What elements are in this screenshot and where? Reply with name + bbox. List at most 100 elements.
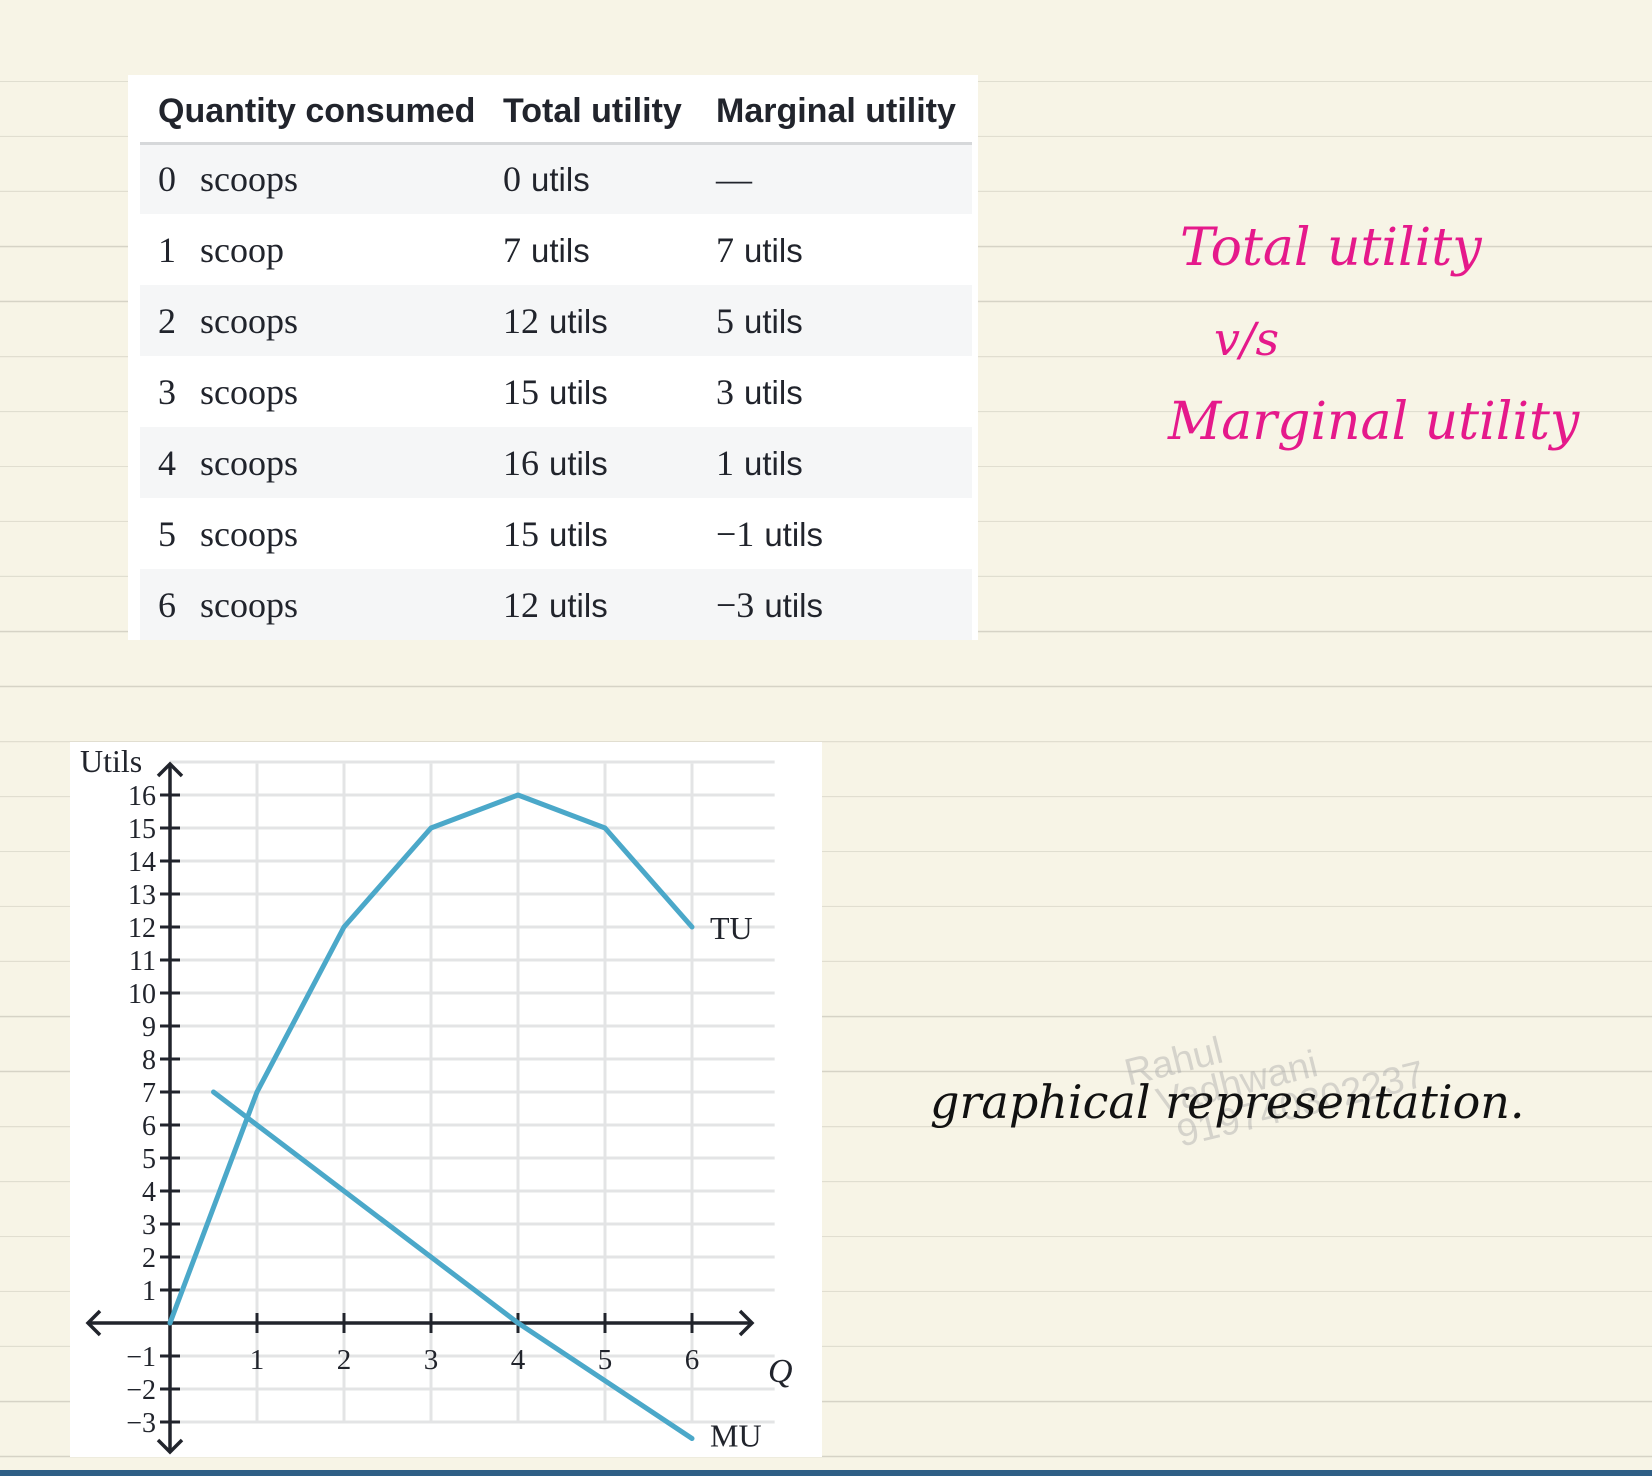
- total-utility-unit: utils: [549, 373, 608, 411]
- cell-marginal-utility: 3 utils: [698, 356, 972, 427]
- header-total-utility: Total utility: [485, 75, 698, 145]
- y-axis-arrow-up: [156, 761, 184, 778]
- quantity-number: 4: [158, 442, 176, 483]
- quantity-unit: scoops: [200, 513, 298, 554]
- total-utility-value: 12: [503, 300, 539, 341]
- table-row: 3 scoops 15 utils 3 utils: [140, 356, 972, 427]
- x-axis-arrow-right: [738, 1309, 755, 1337]
- marginal-utility-value: 3: [716, 371, 734, 412]
- quantity-unit: scoop: [200, 229, 284, 270]
- note-marginal-utility: Marginal utility: [1168, 392, 1580, 452]
- y-tick-label: 12: [128, 913, 156, 944]
- table-row: 2 scoops 12 utils 5 utils: [140, 285, 972, 356]
- total-utility-value: 7: [503, 229, 521, 270]
- marginal-utility-value: −3: [716, 584, 755, 625]
- utility-table: Quantity consumed Total utility Marginal…: [140, 75, 972, 640]
- table-row: 0 scoops 0 utils —: [140, 143, 972, 214]
- total-utility-value: 15: [503, 513, 539, 554]
- marginal-utility-value: −1: [716, 513, 755, 554]
- marginal-utility-value: 7: [716, 229, 734, 270]
- cell-total-utility: 16 utils: [485, 427, 698, 498]
- cell-total-utility: 12 utils: [485, 285, 698, 356]
- x-tick-label: 4: [511, 1344, 526, 1376]
- cell-quantity: 0 scoops: [140, 143, 485, 214]
- quantity-number: 2: [158, 300, 176, 341]
- utility-table-card: Quantity consumed Total utility Marginal…: [128, 75, 978, 640]
- cell-marginal-utility: —: [698, 143, 972, 214]
- cell-total-utility: 15 utils: [485, 498, 698, 569]
- y-tick-label: −1: [126, 1342, 156, 1373]
- y-tick-label: 14: [128, 847, 156, 878]
- quantity-unit: scoops: [200, 159, 298, 200]
- total-utility-unit: utils: [549, 515, 608, 553]
- quantity-unit: scoops: [200, 584, 298, 625]
- table-row: 1 scoop 7 utils 7 utils: [140, 214, 972, 285]
- cell-marginal-utility: 1 utils: [698, 427, 972, 498]
- x-axis-arrow-left: [85, 1309, 102, 1337]
- table-row: 4 scoops 16 utils 1 utils: [140, 427, 972, 498]
- y-tick-label: 11: [129, 946, 156, 977]
- note-total-utility: Total utility: [1180, 218, 1482, 278]
- cell-total-utility: 15 utils: [485, 356, 698, 427]
- y-tick-label: 10: [128, 979, 156, 1010]
- marginal-utility-unit: utils: [744, 302, 803, 340]
- quantity-number: 0: [158, 159, 176, 200]
- marginal-utility-value: —: [716, 159, 752, 200]
- marginal-utility-unit: utils: [764, 586, 824, 624]
- total-utility-value: 15: [503, 371, 539, 412]
- table-row: 6 scoops 12 utils −3 utils: [140, 569, 972, 640]
- y-axis-label: Utils: [80, 743, 142, 779]
- y-tick-label: 1: [142, 1276, 156, 1307]
- marginal-utility-unit: utils: [764, 515, 824, 553]
- table-body: 0 scoops 0 utils — 1 scoop 7 utils 7 utils 2 sco…: [140, 143, 972, 640]
- cell-total-utility: 0 utils: [485, 143, 698, 214]
- total-utility-unit: utils: [549, 302, 608, 340]
- total-utility-unit: utils: [549, 586, 608, 624]
- y-axis-arrow-down: [156, 1438, 184, 1455]
- total-utility-value: 16: [503, 442, 539, 483]
- cell-quantity: 1 scoop: [140, 214, 485, 285]
- quantity-number: 1: [158, 229, 176, 270]
- y-tick-label: 8: [142, 1045, 156, 1076]
- x-tick-label: 6: [685, 1344, 700, 1376]
- cell-quantity: 5 scoops: [140, 498, 485, 569]
- table-header-row: Quantity consumed Total utility Marginal…: [140, 75, 972, 145]
- total-utility-unit: utils: [531, 231, 590, 269]
- cell-marginal-utility: 5 utils: [698, 285, 972, 356]
- y-tick-label: 16: [128, 781, 156, 812]
- watermark: Rahul Vadhwani 919740302237: [1121, 987, 1430, 1162]
- quantity-unit: scoops: [200, 371, 298, 412]
- marginal-utility-value: 5: [716, 300, 734, 341]
- total-utility-value: 12: [503, 584, 539, 625]
- cell-marginal-utility: 7 utils: [698, 214, 972, 285]
- note-vs: v/s: [1214, 312, 1280, 366]
- marginal-utility-value: 1: [716, 442, 734, 483]
- quantity-unit: scoops: [200, 300, 298, 341]
- y-tick-label: 2: [142, 1243, 156, 1274]
- cell-total-utility: 7 utils: [485, 214, 698, 285]
- total-utility-unit: utils: [549, 444, 608, 482]
- x-tick-label: 2: [337, 1344, 352, 1376]
- y-tick-label: 4: [142, 1177, 156, 1208]
- note-graphical-representation: graphical representation.: [930, 1075, 1525, 1129]
- y-tick-label: −3: [126, 1408, 156, 1439]
- x-axis-label: Q: [768, 1353, 793, 1390]
- y-tick-label: 15: [128, 814, 156, 845]
- total-utility-unit: utils: [531, 161, 590, 199]
- series-mu-label: MU: [710, 1418, 762, 1454]
- y-tick-label: −2: [126, 1375, 156, 1406]
- marginal-utility-unit: utils: [744, 444, 803, 482]
- y-tick-label: 9: [142, 1012, 156, 1043]
- header-quantity-consumed: Quantity consumed: [140, 75, 485, 145]
- marginal-utility-unit: utils: [744, 231, 803, 269]
- cell-total-utility: 12 utils: [485, 569, 698, 640]
- cell-marginal-utility: −1 utils: [698, 498, 972, 569]
- total-utility-value: 0: [503, 159, 521, 200]
- utility-chart: 1 2 3 4 5 6−3−2−112345678910111213141516Utils…: [80, 743, 793, 1455]
- table-row: 5 scoops 15 utils −1 utils: [140, 498, 972, 569]
- y-tick-label: 6: [142, 1111, 156, 1142]
- y-tick-label: 7: [142, 1078, 156, 1109]
- quantity-number: 3: [158, 371, 176, 412]
- utility-chart-card: 1 2 3 4 5 6 −3 −2 −1 1 2 3 4 5 6 7 8 9 10 11 12 13 14 15 16 Utils…: [70, 742, 822, 1457]
- x-tick-label: 3: [424, 1344, 439, 1376]
